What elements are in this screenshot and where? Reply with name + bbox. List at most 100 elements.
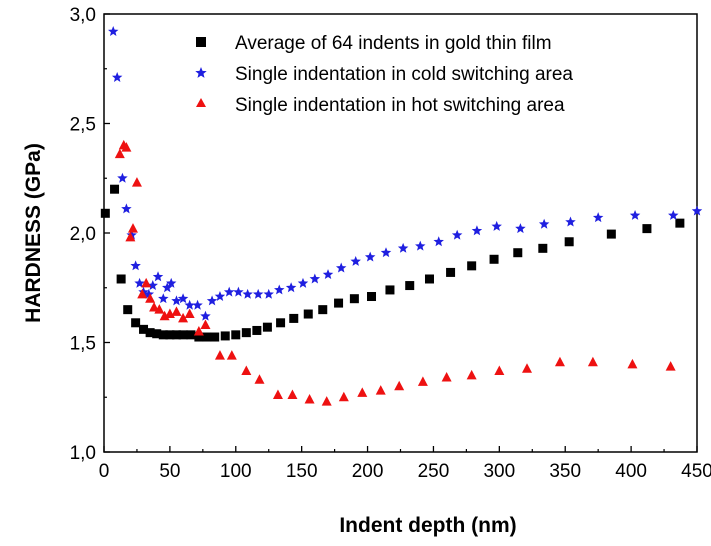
data-point-square [467,261,477,271]
data-point-square [202,332,212,342]
data-point-square [131,318,141,328]
legend-star-marker [195,67,207,78]
legend-entry-hot: Single indentation in hot switching area [196,95,565,116]
data-point-star [107,26,119,36]
data-point-triangle [200,319,211,329]
data-point-star [335,262,347,273]
data-point-square [210,332,220,342]
data-point-square [165,330,175,340]
data-point-star [143,288,155,299]
data-point-square [231,330,241,340]
data-point-star [134,277,145,288]
data-point-square [424,274,434,284]
legend-star-shape [195,67,207,78]
data-point-triangle [522,363,533,373]
y-axis-ticks: 1,0 1,5 2,0 2,5 3,0 [70,5,110,464]
data-point-triangle [154,304,165,314]
x-tick-label: 50 [159,461,180,482]
data-point-star [471,225,483,236]
data-point-square [303,309,313,319]
data-point-square [241,328,251,338]
data-point-star [158,293,169,304]
data-point-triangle [193,326,204,336]
data-point-square [158,330,168,340]
data-point-star [233,286,244,297]
data-point-square [606,229,616,239]
data-point-triangle [145,293,156,303]
data-point-star [152,271,164,282]
series-star [107,26,703,321]
data-point-star [274,284,285,295]
data-point-star [162,282,173,293]
data-point-square [318,305,328,315]
data-point-triangle [441,372,452,382]
data-point-triangle [254,374,265,384]
data-point-triangle [357,387,368,397]
x-tick-label: 0 [99,461,110,482]
legend-entry-average: Average of 64 indents in gold thin film [196,33,552,54]
data-point-star [415,240,426,251]
data-point-square [349,294,359,304]
data-point-star [111,72,123,82]
y-tick-label: 2,5 [70,115,96,136]
data-point-square [513,248,523,258]
data-point-square [116,274,126,284]
data-point-triangle [184,308,195,319]
data-point-star [629,209,641,220]
data-point-square [564,237,574,247]
x-tick-label: 100 [220,461,252,482]
data-point-square [194,332,204,342]
data-point-star [214,291,226,301]
data-point-triangle [272,389,283,400]
data-point-star [309,273,321,284]
data-point-square [385,285,395,295]
data-point-square [289,313,299,323]
data-point-triangle [226,350,237,360]
data-point-star [117,172,128,183]
data-point-square [171,330,181,340]
data-point-triangle [141,277,152,288]
data-point-star [297,277,309,288]
data-point-star [433,236,444,247]
data-point-square [489,254,499,264]
data-point-star [350,255,361,266]
data-point-triangle [394,380,405,391]
legend-label-hot: Single indentation in hot switching area [235,95,565,116]
data-point-triangle [466,369,477,380]
legend-entry-cold: Single indentation in cold switching are… [195,64,573,85]
data-point-square [145,328,155,338]
data-point-square [100,208,110,218]
data-point-square [642,224,652,234]
data-point-star [515,223,526,234]
data-point-star [491,220,502,231]
data-point-triangle [287,389,298,400]
data-point-triangle [121,142,132,152]
data-point-triangle [554,356,565,367]
legend-label-cold: Single indentation in cold switching are… [235,64,573,85]
data-point-star [192,299,203,310]
data-point-star [322,269,334,280]
series-triangle [114,139,676,406]
data-point-triangle [627,358,638,369]
data-point-star [397,242,409,253]
data-point-star [592,212,604,223]
y-tick-label: 1,0 [70,443,96,464]
data-point-triangle [137,288,148,299]
data-point-star [200,310,211,321]
data-point-square [152,329,162,339]
data-point-square [220,331,230,341]
data-point-triangle [171,306,182,316]
data-point-square [252,325,262,335]
legend-square-marker [196,37,206,47]
data-point-star [242,288,253,299]
x-tick-label: 200 [352,461,384,482]
legend-triangle-marker [196,98,206,107]
data-point-star [165,277,177,288]
data-point-square [139,324,149,334]
data-point-star [223,286,235,297]
data-point-triangle [241,365,252,375]
data-point-triangle [494,365,505,375]
data-point-square [110,184,120,194]
legend-label-average: Average of 64 indents in gold thin film [235,33,552,54]
